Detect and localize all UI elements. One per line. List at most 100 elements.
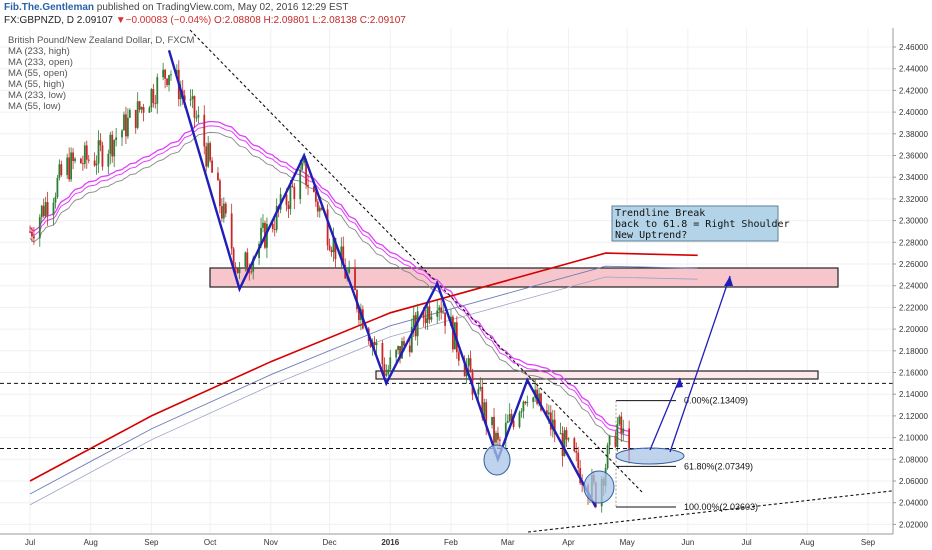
candle-body — [551, 419, 554, 430]
price-tick-label: 2.12000 — [899, 412, 928, 421]
time-tick-label: Feb — [444, 538, 458, 547]
legend-ma-55-low[interactable]: MA (55, low) — [8, 101, 61, 112]
candle-body — [618, 416, 621, 425]
wave-path — [167, 49, 597, 508]
candle-body — [293, 186, 296, 200]
candle-body — [97, 140, 100, 164]
price-tick-label: 2.14000 — [899, 390, 928, 399]
chart-header: Fib.The.Gentleman published on TradingVi… — [0, 0, 932, 28]
time-tick-label: Mar — [501, 538, 515, 547]
legend: British Pound/New Zealand Dollar, D, FXC… — [8, 35, 194, 112]
price-tick-label: 2.18000 — [899, 347, 928, 356]
candle-body — [499, 439, 501, 441]
candle-body — [95, 163, 98, 166]
fib-retracement: 0.00%(2.13409) 61.80%(2.07349) 100.00%(2.0… — [615, 396, 758, 512]
candle-body — [211, 160, 213, 173]
candle-body — [121, 130, 123, 138]
candle-body — [385, 373, 388, 376]
candle-body — [101, 145, 104, 167]
candle-body — [559, 433, 562, 435]
candle-body — [262, 222, 264, 228]
price-tick-label: 2.36000 — [899, 152, 928, 161]
price-tick-label: 2.24000 — [899, 282, 928, 291]
price-axis[interactable]: 2.46000 2.44000 2.42000 2.40000 2.38000 2.360… — [892, 28, 932, 550]
price-tick-label: 2.04000 — [899, 499, 928, 508]
candle-body — [387, 369, 390, 374]
price-tick-label: 2.26000 — [899, 260, 928, 269]
candle-body — [616, 424, 619, 447]
author-name[interactable]: Fib.The.Gentleman — [4, 2, 95, 13]
candle-body — [72, 152, 74, 161]
candle-body — [183, 95, 186, 101]
candle-body — [126, 117, 129, 137]
candle-body — [164, 69, 166, 79]
candle-body — [579, 467, 582, 484]
ma-55-low-line — [29, 131, 630, 443]
candle-body — [219, 180, 221, 207]
price-change: ▼−0.00083 (−0.04%) — [115, 15, 212, 26]
candle-body — [54, 197, 57, 203]
left-shoulder-circle[interactable] — [483, 444, 511, 476]
candle-body — [299, 169, 302, 200]
candle-body — [289, 185, 292, 210]
projection-arrow-1 — [649, 377, 681, 451]
moving-averages — [29, 120, 698, 506]
candle-body — [81, 163, 84, 165]
legend-ma-55-open[interactable]: MA (55, open) — [8, 68, 68, 79]
candle-body — [399, 346, 401, 359]
candle-body — [334, 237, 337, 260]
candle-body — [217, 172, 219, 181]
head-circle[interactable] — [583, 470, 615, 504]
candle-body — [175, 69, 178, 75]
price-tick-label: 2.46000 — [899, 43, 928, 52]
annotation-callout[interactable]: Trendline Break back to 61.8 = Right Sho… — [611, 205, 790, 242]
resistance-zone[interactable] — [209, 267, 839, 288]
candle-body — [191, 96, 194, 100]
time-axis[interactable]: Jul Aug Sep Oct Nov Dec 2016 Feb Mar Apr May Jun Jul… — [0, 533, 932, 550]
legend-ma-233-open[interactable]: MA (233, open) — [8, 57, 73, 68]
candle-body — [287, 205, 290, 210]
candle-body — [195, 117, 198, 119]
support-trendline[interactable] — [527, 489, 901, 533]
legend-ma-233-high[interactable]: MA (233, high) — [8, 46, 70, 57]
candle-body — [457, 352, 460, 361]
candle-body — [156, 77, 159, 104]
candle-body — [99, 140, 102, 146]
candle-body — [614, 435, 617, 447]
legend-ma-55-high[interactable]: MA (55, high) — [8, 79, 65, 90]
callout-line-2: back to 61.8 = Right Shoulder — [615, 219, 790, 230]
candle-body — [111, 134, 114, 157]
candle-body — [373, 341, 376, 346]
candle-body — [318, 207, 321, 212]
candle-body — [234, 266, 237, 269]
callout-line-3: New Uptrend? — [615, 230, 687, 241]
candle-body — [197, 114, 200, 118]
candle-body — [328, 245, 331, 251]
candle-body — [46, 202, 49, 216]
candle-body — [152, 89, 155, 104]
wave-line[interactable] — [167, 49, 597, 508]
price-tick-label: 2.28000 — [899, 238, 928, 247]
price-tick-label: 2.06000 — [899, 477, 928, 486]
candle-body — [179, 90, 182, 100]
right-shoulder-ellipse[interactable] — [615, 447, 685, 465]
candle-body — [203, 114, 206, 147]
candle-body — [332, 237, 335, 253]
candle-body — [326, 209, 329, 246]
neckline-zone[interactable] — [375, 370, 819, 380]
candle-body — [222, 203, 225, 219]
candle-body — [506, 421, 509, 423]
ma-233-low-line — [29, 276, 698, 506]
candle-body — [504, 422, 507, 441]
candle-body — [115, 137, 118, 141]
candle-body — [248, 271, 251, 273]
candle-body — [301, 163, 304, 170]
legend-ma-233-low[interactable]: MA (233, low) — [8, 90, 66, 101]
publish-line: Fib.The.Gentleman published on TradingVi… — [4, 1, 348, 14]
candle-body — [193, 96, 196, 118]
candle-body — [125, 114, 127, 137]
candle-body — [232, 248, 235, 267]
ohlc-values: O:2.08808 H:2.09801 L:2.08138 C:2.09107 — [214, 15, 406, 26]
candle-body — [150, 89, 153, 108]
